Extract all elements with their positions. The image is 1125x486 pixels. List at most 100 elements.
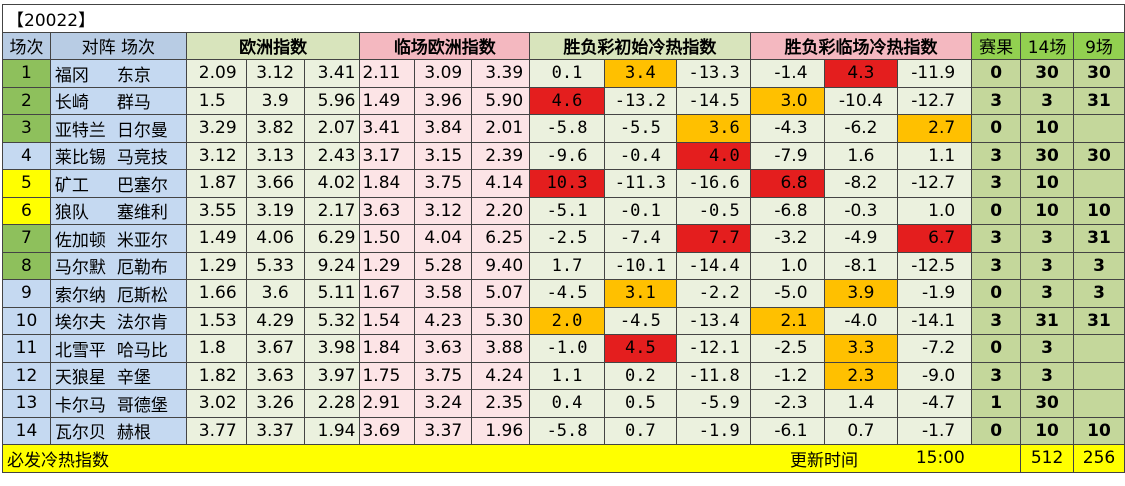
r9-value: 31 — [1073, 224, 1125, 253]
initial-cold-hot-value: 0.5 — [603, 389, 677, 418]
live-european-odds: 3.75 — [414, 361, 473, 390]
away-team: 马竞技 — [116, 148, 168, 169]
match-teams: 福冈 东京 — [49, 59, 187, 88]
initial-cold-hot-value: 4.0 — [675, 141, 751, 170]
live-cold-hot-value: -4.7 — [897, 389, 973, 418]
live-european-odds: 2.20 — [471, 196, 531, 225]
live-cold-hot-value: -1.2 — [749, 361, 825, 390]
r14-value: 10 — [1020, 196, 1075, 225]
r9-value: 31 — [1073, 86, 1125, 115]
initial-cold-hot-value: 3.1 — [603, 279, 677, 308]
match-teams: 埃尔夫 法尔肯 — [49, 306, 187, 335]
initial-cold-hot-value: -4.5 — [603, 306, 677, 335]
match-index: 9 — [2, 279, 51, 308]
live-european-odds: 1.96 — [471, 416, 531, 445]
european-odds: 3.82 — [245, 114, 305, 143]
live-european-odds: 2.35 — [471, 389, 531, 418]
live-european-odds: 1.67 — [359, 279, 416, 308]
match-index: 7 — [2, 224, 51, 253]
r9-value: 3 — [1073, 279, 1125, 308]
live-cold-hot-value: -11.9 — [897, 59, 973, 88]
match-index: 1 — [2, 59, 51, 88]
live-european-odds: 2.01 — [471, 114, 531, 143]
live-european-odds: 4.23 — [414, 306, 473, 335]
match-teams: 马尔默 厄勒布 — [49, 251, 187, 280]
footer-label: 必发冷热指数 — [2, 444, 751, 473]
live-cold-hot-value: 2.7 — [897, 114, 973, 143]
away-team: 赫根 — [116, 423, 151, 444]
live-cold-hot-value: 6.7 — [897, 224, 973, 253]
initial-cold-hot-value: -16.6 — [675, 169, 751, 198]
european-odds: 4.29 — [245, 306, 305, 335]
live-cold-hot-value: 1.0 — [897, 196, 973, 225]
european-odds: 3.41 — [303, 59, 361, 88]
initial-cold-hot-value: 7.7 — [675, 224, 751, 253]
live-cold-hot-value: -6.1 — [749, 416, 825, 445]
live-cold-hot-value: 1.6 — [823, 141, 899, 170]
live-european-odds: 5.90 — [471, 86, 531, 115]
table-row: 1 福冈 东京 2.09 3.12 3.41 2.11 3.09 3.39 0.1 3.4 -13.3… — [2, 59, 1125, 88]
european-odds: 3.55 — [185, 196, 247, 225]
initial-cold-hot-value: -13.3 — [675, 59, 751, 88]
away-team: 日尔曼 — [116, 120, 168, 141]
home-team: 佐加顿 — [54, 230, 106, 251]
result-value: 0 — [971, 416, 1022, 445]
live-cold-hot-value: -6.2 — [823, 114, 899, 143]
live-cold-hot-value: -12.7 — [897, 86, 973, 115]
live-european-odds: 1.54 — [359, 306, 416, 335]
live-european-odds: 4.14 — [471, 169, 531, 198]
r14-value: 30 — [1020, 141, 1075, 170]
live-european-odds: 1.75 — [359, 361, 416, 390]
live-european-odds: 6.25 — [471, 224, 531, 253]
live-european-odds: 3.84 — [414, 114, 473, 143]
away-team: 塞维利 — [116, 203, 168, 224]
r14-value: 30 — [1020, 389, 1075, 418]
match-teams: 卡尔马 哥德堡 — [49, 389, 187, 418]
european-odds: 1.82 — [185, 361, 247, 390]
initial-cold-hot-value: -11.8 — [675, 361, 751, 390]
header-r9: 9场 — [1073, 31, 1125, 60]
r9-value: 3 — [1073, 251, 1125, 280]
live-cold-hot-value: -14.1 — [897, 306, 973, 335]
european-odds: 3.37 — [245, 416, 305, 445]
live-cold-hot-value: -4.3 — [749, 114, 825, 143]
match-teams: 天狼星 辛堡 — [49, 361, 187, 390]
live-european-odds: 3.63 — [414, 334, 473, 363]
initial-cold-hot-value: 0.2 — [603, 361, 677, 390]
result-value: 0 — [971, 334, 1022, 363]
match-teams: 狼队 塞维利 — [49, 196, 187, 225]
home-team: 埃尔夫 — [54, 313, 106, 334]
live-cold-hot-value: -0.3 — [823, 196, 899, 225]
initial-cold-hot-value: 10.3 — [529, 169, 605, 198]
header-row: 场次 对阵 场次 欧洲指数 临场欧洲指数 胜负彩初始冷热指数 胜负彩临场冷热指数… — [2, 31, 1125, 60]
european-odds: 3.12 — [185, 141, 247, 170]
match-index: 2 — [2, 86, 51, 115]
result-value: 3 — [971, 141, 1022, 170]
initial-cold-hot-value: 4.6 — [529, 86, 605, 115]
r14-value: 10 — [1020, 416, 1075, 445]
away-team: 米亚尔 — [116, 230, 168, 251]
european-odds: 3.12 — [245, 59, 305, 88]
live-cold-hot-value: -8.1 — [823, 251, 899, 280]
r14-value: 30 — [1020, 59, 1075, 88]
live-european-odds: 1.84 — [359, 169, 416, 198]
european-odds: 4.02 — [303, 169, 361, 198]
total-14: 512 — [1020, 444, 1075, 473]
r9-value: 30 — [1073, 141, 1125, 170]
result-value: 3 — [971, 361, 1022, 390]
home-team: 索尔纳 — [54, 285, 106, 306]
initial-cold-hot-value: -2.2 — [675, 279, 751, 308]
initial-cold-hot-value: -5.5 — [603, 114, 677, 143]
european-odds: 3.77 — [185, 416, 247, 445]
live-cold-hot-value: 6.8 — [749, 169, 825, 198]
european-odds: 3.13 — [245, 141, 305, 170]
live-european-odds: 3.63 — [359, 196, 416, 225]
live-cold-hot-value: -10.4 — [823, 86, 899, 115]
header-idx: 场次 — [2, 31, 51, 60]
live-cold-hot-value: -8.2 — [823, 169, 899, 198]
title-row: 【20022】 — [2, 4, 1125, 33]
live-european-odds: 2.11 — [359, 59, 416, 88]
initial-cold-hot-value: -0.1 — [603, 196, 677, 225]
home-team: 长崎 — [54, 93, 89, 114]
